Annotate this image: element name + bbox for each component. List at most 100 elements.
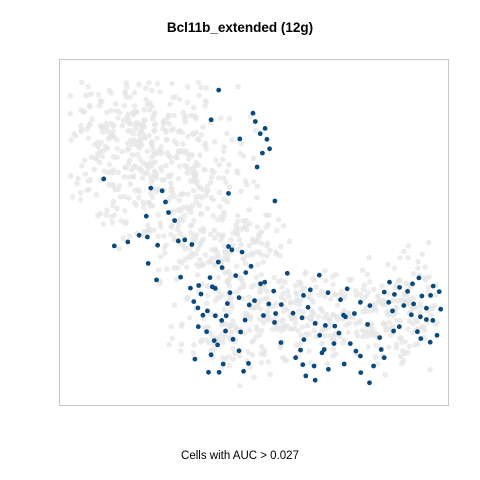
background-cell-point [278,277,284,284]
background-cell-point [267,247,273,254]
background-cell-point [299,324,306,330]
background-cell-point [221,242,228,249]
background-cell-point [281,356,288,363]
background-cell-point [127,128,134,134]
background-cell-point [311,277,318,283]
background-cell-point [254,194,260,201]
background-cell-point [178,260,185,266]
highlighted-cell-point [378,347,384,352]
background-cell-point [331,291,338,298]
background-cell-point [303,269,309,276]
background-cell-point [206,340,212,346]
background-cell-point [210,213,216,219]
highlighted-cell-point [216,369,222,375]
highlighted-cell-point [271,288,277,294]
background-cell-point [369,326,376,332]
background-cell-point [167,231,174,238]
background-cell-point [210,197,216,203]
background-cell-point [260,259,267,265]
highlighted-cell-point [243,270,249,275]
background-cell-point [319,340,325,347]
background-cell-point [200,187,207,193]
background-cell-point [393,305,400,312]
background-cell-point [131,103,138,109]
background-cell-point [123,94,129,100]
background-cell-point [183,163,190,170]
background-cell-point [159,177,166,183]
background-cell-point [204,292,211,299]
highlighted-cell-point [386,299,392,305]
background-cell-point [253,249,260,255]
background-cell-point [232,350,238,357]
background-cell-point [342,291,348,298]
background-cell-point [264,308,271,314]
highlighted-cell-point [182,237,188,243]
background-cell-point [278,243,284,250]
highlighted-cell-point [246,361,251,366]
background-cell-point [334,302,341,308]
background-cell-point [229,242,236,249]
highlighted-cell-point [424,305,429,311]
highlighted-cell-point [326,366,331,372]
background-cell-point [200,228,207,235]
background-cell-point [104,207,110,213]
background-cell-point [248,250,255,256]
background-cell-point [85,135,92,142]
background-cell-point [158,253,164,260]
background-cell-point [224,168,230,175]
background-cell-point [354,333,361,340]
highlighted-cell-point [293,355,298,361]
highlighted-cell-point [418,314,423,320]
background-cell-point [216,189,223,196]
highlighted-cell-point [390,308,395,314]
background-cell-point [380,320,387,326]
highlighted-cell-point [254,164,260,170]
background-cell-point [161,244,168,251]
background-cell-point [190,104,197,111]
background-cell-point [240,295,246,302]
background-cell-point [95,91,102,98]
background-cell-point [115,115,121,121]
background-cell-point [219,217,226,223]
background-cell-point [169,185,175,192]
background-cell-point [241,255,247,261]
background-cell-point [251,374,257,381]
background-cell-point [100,221,107,227]
background-cell-point [405,254,411,261]
highlighted-cell-point [236,295,242,301]
background-cell-point [142,134,149,141]
background-cell-point [82,171,89,177]
background-cell-point [173,276,180,283]
background-cell-point [108,90,114,96]
background-cell-point [284,288,291,294]
background-cell-point [198,84,204,91]
background-cell-point [84,187,90,193]
background-cell-point [380,302,386,308]
background-cell-point [119,122,126,129]
background-cell-point [144,170,150,176]
highlighted-cell-point [365,322,370,327]
background-cell-point [139,123,146,129]
highlighted-cell-point [189,242,195,247]
highlighted-cell-point [307,287,313,293]
background-cell-point [400,357,407,364]
background-cell-point [226,283,233,289]
highlighted-cell-point [226,244,231,249]
background-cell-point [191,112,197,119]
highlighted-cell-point [272,320,277,325]
highlighted-cell-point [418,336,424,341]
background-cell-point [249,352,255,358]
background-cell-point [184,84,191,90]
background-cell-point [275,216,282,223]
background-cell-point [192,169,199,176]
highlighted-cell-point [159,188,165,194]
background-cell-point [322,293,328,300]
background-cell-point [250,304,256,311]
background-cell-point [77,189,84,196]
background-cell-point [230,318,236,324]
background-cell-point [255,300,261,307]
highlighted-cell-point [391,328,396,334]
background-cell-point [255,234,262,241]
background-cell-point [191,233,197,240]
highlighted-cell-point [258,281,263,287]
